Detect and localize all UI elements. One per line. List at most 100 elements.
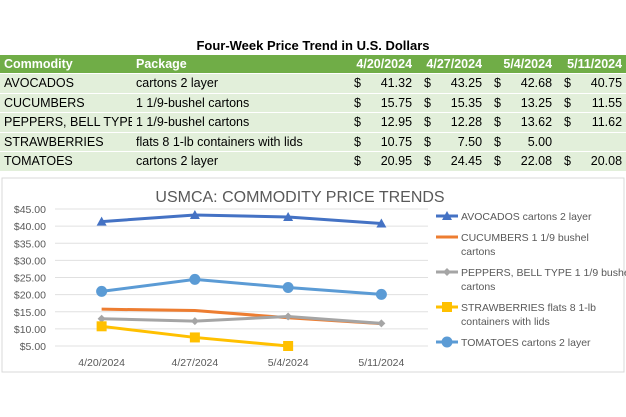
y-tick-label: $45.00 (14, 204, 46, 216)
price-cell: 20.08 (578, 151, 626, 171)
table-row: PEPPERS, BELL TYPE 1 1/9-bushel cartons $… (0, 112, 626, 132)
empty-cell (578, 131, 626, 152)
table-header-row: Commodity Package 4/20/2024 4/27/2024 5/… (0, 55, 626, 74)
currency-cell: $ (416, 151, 439, 171)
y-tick-label: $40.00 (14, 221, 46, 233)
price-cell: 20.95 (368, 151, 417, 171)
currency-cell: $ (486, 73, 509, 93)
legend-label: PEPPERS, BELL TYPE 1 1/9 bushel (461, 267, 626, 279)
legend-marker (443, 268, 451, 276)
y-tick-label: $5.00 (20, 341, 46, 353)
table-title: Four-Week Price Trend in U.S. Dollars (196, 38, 430, 53)
data-point (377, 319, 386, 328)
x-tick-label: 5/11/2024 (358, 357, 404, 369)
package-cell: cartons 2 layer (132, 73, 346, 93)
legend-marker (442, 211, 452, 220)
currency-cell: $ (346, 73, 368, 93)
data-point (284, 312, 293, 321)
currency-cell: $ (556, 112, 579, 132)
price-cell: 13.25 (508, 92, 557, 113)
data-point (96, 285, 108, 297)
table-row: STRAWBERRIES flats 8 1-lb containers wit… (0, 131, 626, 152)
price-cell: 5.00 (508, 131, 557, 152)
legend-entry: CUCUMBERS 1 1/9 bushel cartons (436, 232, 589, 258)
currency-cell: $ (486, 92, 509, 113)
price-cell: 11.55 (578, 92, 626, 113)
legend-entry: PEPPERS, BELL TYPE 1 1/9 bushel cartons (436, 267, 626, 293)
header-date-4: 5/11/2024 (556, 55, 626, 74)
currency-cell: $ (416, 92, 439, 113)
y-tick-label: $35.00 (14, 238, 46, 250)
currency-cell: $ (346, 112, 368, 132)
legend-entry: STRAWBERRIES flats 8 1-lb containers with… (436, 302, 596, 328)
price-cell: 22.08 (508, 151, 557, 171)
series-line (101, 314, 382, 325)
legend-label: CUCUMBERS 1 1/9 bushel (461, 232, 589, 244)
data-point (189, 273, 201, 285)
data-point (97, 314, 106, 323)
price-cell: 11.62 (578, 112, 626, 132)
price-cell: 10.75 (368, 131, 417, 152)
price-cell: 40.75 (578, 73, 626, 93)
price-cell: 43.25 (438, 73, 487, 93)
table-row: TOMATOES cartons 2 layer $ 20.95 $ 24.45 $ … (0, 151, 626, 171)
currency-cell: $ (486, 112, 509, 132)
x-tick-label: 4/20/2024 (78, 357, 125, 369)
legend-label: STRAWBERRIES flats 8 1-lb (461, 302, 596, 314)
header-date-2: 4/27/2024 (416, 55, 487, 74)
series-avocados (96, 209, 387, 228)
price-cell: 42.68 (508, 73, 557, 93)
currency-cell: $ (556, 151, 579, 171)
data-point (96, 216, 107, 226)
chart-title: USMCA: COMMODITY PRICE TRENDS (155, 189, 444, 206)
series-line (101, 213, 382, 226)
legend-marker (441, 336, 453, 348)
price-cell: 15.35 (438, 92, 487, 113)
y-tick-label: $25.00 (14, 273, 46, 285)
series-line (101, 277, 382, 296)
legend-entry: TOMATOES cartons 2 layer (436, 336, 591, 349)
currency-cell: $ (416, 73, 439, 93)
table-row: CUCUMBERS 1 1/9-bushel cartons $ 15.75 $ 1… (0, 92, 626, 113)
package-cell: 1 1/9-bushel cartons (132, 112, 346, 132)
y-tick-label: $30.00 (14, 255, 46, 267)
legend-label: TOMATOES cartons 2 layer (461, 337, 591, 349)
data-point (376, 218, 387, 228)
header-date-1: 4/20/2024 (346, 55, 417, 74)
chart-border (1, 177, 625, 373)
data-point (189, 332, 200, 343)
y-tick-label: $10.00 (14, 324, 46, 336)
price-cell: 13.62 (508, 112, 557, 132)
price-cell: 24.45 (438, 151, 487, 171)
data-point (190, 317, 199, 326)
x-tick-label: 5/4/2024 (268, 357, 309, 369)
series-strawberries (96, 321, 294, 351)
legend-label: cartons (461, 246, 495, 258)
commodity-cell: AVOCADOS (0, 73, 132, 93)
commodity-cell: CUCUMBERS (0, 92, 132, 113)
empty-cell (556, 131, 579, 152)
data-point (96, 321, 107, 332)
table-row: AVOCADOS cartons 2 layer $ 41.32 $ 43.25 $ … (0, 73, 626, 93)
price-cell: 41.32 (368, 73, 417, 93)
price-cell: 12.28 (438, 112, 487, 132)
legend-label: containers with lids (461, 316, 550, 328)
price-cell: 7.50 (438, 131, 487, 152)
data-point (283, 211, 294, 221)
legend-label: cartons (461, 281, 495, 293)
data-point (283, 341, 294, 351)
package-cell: cartons 2 layer (132, 151, 346, 171)
legend-label: AVOCADOS cartons 2 layer (461, 211, 592, 223)
price-table: Commodity Package 4/20/2024 4/27/2024 5/… (0, 55, 626, 171)
series-tomatoes (96, 273, 387, 300)
header-commodity: Commodity (0, 55, 132, 74)
commodity-cell: STRAWBERRIES (0, 131, 132, 152)
currency-cell: $ (556, 92, 579, 113)
legend-entry: AVOCADOS cartons 2 layer (436, 211, 592, 223)
header-date-3: 5/4/2024 (486, 55, 557, 74)
series-peppers (97, 312, 386, 328)
data-point (375, 288, 387, 300)
data-point (189, 209, 200, 219)
price-cell: 15.75 (368, 92, 417, 113)
